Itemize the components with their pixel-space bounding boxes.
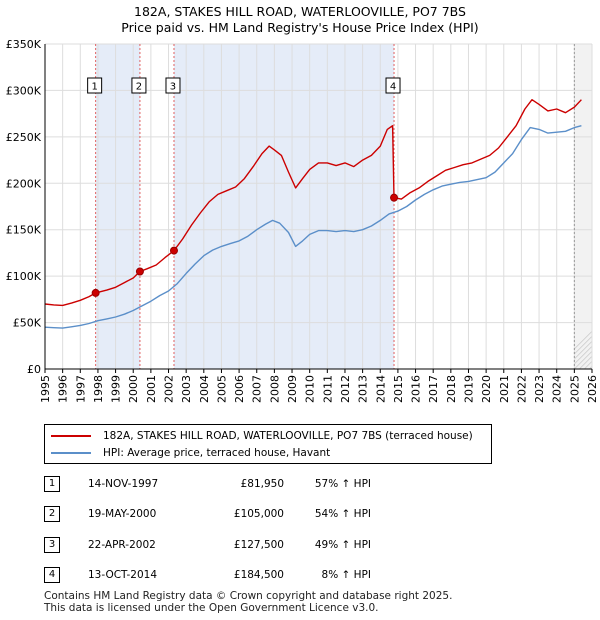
sale-label-number: 2 bbox=[136, 82, 142, 93]
legend-swatch-property bbox=[51, 435, 91, 437]
sale-hpi-diff: 8% ↑ HPI bbox=[321, 569, 371, 581]
y-tick-label: £200K bbox=[6, 177, 42, 190]
x-tick-label: 2016 bbox=[410, 375, 423, 403]
x-tick-label: 2017 bbox=[427, 375, 440, 403]
footer-attribution: Contains HM Land Registry data © Crown c… bbox=[44, 590, 452, 614]
sale-number-badge: 3 bbox=[44, 537, 60, 553]
sale-point bbox=[91, 288, 100, 297]
y-tick-label: £350K bbox=[6, 38, 42, 51]
legend-swatch-hpi bbox=[51, 452, 91, 454]
y-tick-label: £250K bbox=[6, 131, 42, 144]
sale-label-box bbox=[385, 77, 401, 94]
x-tick-label: 2003 bbox=[180, 375, 193, 403]
x-tick-label: 2002 bbox=[163, 375, 176, 403]
x-tick-label: 2005 bbox=[215, 375, 228, 403]
footer-line-licence: This data is licensed under the Open Gov… bbox=[44, 602, 379, 614]
sale-label-number: 1 bbox=[91, 82, 97, 93]
table-row: 4 13-OCT-2014 £184,500 8% ↑ HPI bbox=[44, 567, 444, 585]
sale-label-box bbox=[165, 77, 181, 94]
x-tick-label: 2018 bbox=[445, 375, 458, 403]
x-tick-label: 2011 bbox=[321, 375, 334, 403]
y-tick-label: £150K bbox=[6, 224, 42, 237]
sale-number-badge: 1 bbox=[44, 476, 60, 492]
x-tick-label: 2000 bbox=[127, 375, 140, 403]
x-tick-label: 2019 bbox=[462, 375, 475, 403]
ownership-shading bbox=[173, 44, 395, 369]
sale-point bbox=[135, 267, 144, 276]
table-row: 2 19-MAY-2000 £105,000 54% ↑ HPI bbox=[44, 506, 444, 524]
sale-hpi-diff: 49% ↑ HPI bbox=[314, 539, 371, 551]
chart-area: £0 £50K £100K £150K £200K £250K £300K £350K 1995… bbox=[6, 38, 600, 403]
x-tick-label: 2007 bbox=[251, 375, 264, 403]
y-tick-label: £0 bbox=[27, 363, 41, 376]
sale-date: 22-APR-2002 bbox=[88, 539, 156, 551]
chart-legend: 182A, STAKES HILL ROAD, WATERLOOVILLE, P… bbox=[44, 424, 492, 464]
x-tick-label: 2010 bbox=[304, 375, 317, 403]
sale-price: £105,000 bbox=[233, 508, 284, 520]
sale-price: £127,500 bbox=[233, 539, 284, 551]
x-tick-label: 2014 bbox=[374, 375, 387, 403]
sale-point bbox=[169, 246, 178, 255]
table-row: 3 22-APR-2002 £127,500 49% ↑ HPI bbox=[44, 537, 444, 555]
sale-date: 13-OCT-2014 bbox=[88, 569, 157, 581]
sale-hpi-diff: 54% ↑ HPI bbox=[314, 508, 371, 520]
footer-line-copyright: Contains HM Land Registry data © Crown c… bbox=[44, 590, 453, 602]
legend-label-hpi: HPI: Average price, terraced house, Hava… bbox=[103, 447, 331, 459]
legend-label-property: 182A, STAKES HILL ROAD, WATERLOOVILLE, P… bbox=[103, 430, 473, 442]
sale-label-number: 3 bbox=[170, 82, 176, 93]
x-tick-label: 2022 bbox=[515, 375, 528, 403]
x-tick-label: 2013 bbox=[357, 375, 370, 403]
sale-label-box bbox=[87, 77, 103, 94]
sale-number-badge: 4 bbox=[44, 567, 60, 583]
projection-region bbox=[574, 44, 592, 369]
sale-date: 14-NOV-1997 bbox=[88, 478, 159, 490]
x-tick-label: 1995 bbox=[39, 375, 52, 403]
x-tick-label: 2020 bbox=[480, 375, 493, 403]
chart-title: 182A, STAKES HILL ROAD, WATERLOOVILLE, P… bbox=[134, 4, 466, 19]
legend-item-hpi: HPI: Average price, terraced house, Hava… bbox=[51, 445, 330, 461]
x-tick-label: 1997 bbox=[74, 375, 87, 403]
x-tick-label: 2012 bbox=[339, 375, 352, 403]
table-row: 1 14-NOV-1997 £81,950 57% ↑ HPI bbox=[44, 476, 444, 494]
y-tick-label: £50K bbox=[13, 317, 42, 330]
y-tick-label: £300K bbox=[6, 84, 42, 97]
x-tick-label: 2009 bbox=[286, 375, 299, 403]
sale-label-box bbox=[131, 77, 147, 94]
sale-label-number: 4 bbox=[390, 82, 396, 93]
chart-subtitle: Price paid vs. HM Land Registry's House … bbox=[121, 20, 479, 35]
sale-number-badge: 2 bbox=[44, 506, 60, 522]
projection-hatch bbox=[594, 44, 600, 369]
ownership-shading bbox=[95, 44, 140, 369]
x-tick-label: 2006 bbox=[233, 375, 246, 403]
x-tick-label: 1996 bbox=[57, 375, 70, 403]
x-tick-label: 2026 bbox=[586, 375, 599, 403]
legend-item-property: 182A, STAKES HILL ROAD, WATERLOOVILLE, P… bbox=[51, 428, 473, 444]
x-tick-label: 2001 bbox=[145, 375, 158, 403]
x-tick-label: 2024 bbox=[551, 375, 564, 403]
x-tick-label: 2021 bbox=[498, 375, 511, 403]
x-tick-label: 2025 bbox=[568, 375, 581, 403]
sale-point bbox=[390, 193, 399, 202]
series-line-hpi bbox=[44, 125, 582, 329]
sale-price: £81,950 bbox=[240, 478, 284, 490]
y-tick-label: £100K bbox=[6, 270, 42, 283]
x-tick-label: 2015 bbox=[392, 375, 405, 403]
x-tick-label: 2008 bbox=[268, 375, 281, 403]
sale-price: £184,500 bbox=[233, 569, 284, 581]
x-tick-label: 2004 bbox=[198, 375, 211, 403]
sale-date: 19-MAY-2000 bbox=[88, 508, 157, 520]
sale-hpi-diff: 57% ↑ HPI bbox=[314, 478, 371, 490]
x-tick-label: 1998 bbox=[92, 375, 105, 403]
x-tick-label: 1999 bbox=[110, 375, 123, 403]
x-tick-label: 2023 bbox=[533, 375, 546, 403]
